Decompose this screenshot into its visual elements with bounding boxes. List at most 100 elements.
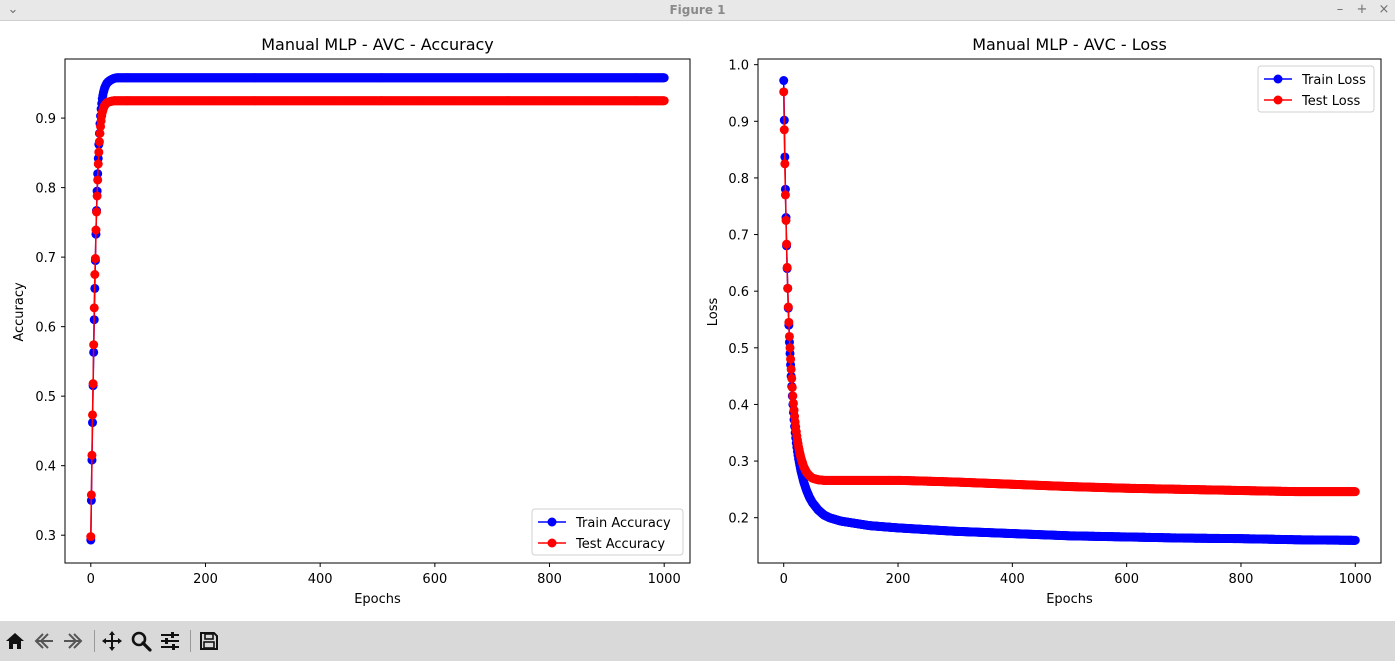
loss-data-point xyxy=(787,382,797,392)
loss-data-point xyxy=(788,391,798,401)
loss-y-tick-label: 0.3 xyxy=(728,455,749,470)
accuracy-data-point xyxy=(659,96,669,106)
home-icon xyxy=(6,633,24,649)
accuracy-legend-label: Train Accuracy xyxy=(575,516,671,531)
accuracy-y-tick-label: 0.9 xyxy=(35,112,56,127)
accuracy-chart: Manual MLP - AVC - Accuracy Epochs Accur… xyxy=(12,35,691,607)
save-icon xyxy=(200,632,218,650)
accuracy-data-point xyxy=(86,490,96,500)
loss-legend-marker xyxy=(1273,95,1283,105)
accuracy-data-point xyxy=(89,340,99,350)
loss-x-tick-label: 0 xyxy=(780,572,788,587)
loss-series-test xyxy=(779,87,1360,497)
window-title: Figure 1 xyxy=(669,3,726,17)
loss-data-point xyxy=(782,262,792,272)
loss-data-point xyxy=(780,190,790,200)
navigation-toolbar xyxy=(0,621,1395,661)
accuracy-y-tick-label: 0.5 xyxy=(35,390,56,405)
loss-data-point xyxy=(788,398,798,408)
loss-chart-title: Manual MLP - AVC - Loss xyxy=(972,35,1167,54)
accuracy-x-tick-label: 400 xyxy=(308,572,333,587)
loss-y-tick-label: 0.5 xyxy=(728,342,749,357)
accuracy-y-tick-label: 0.8 xyxy=(35,182,56,197)
accuracy-y-tick-label: 0.7 xyxy=(35,251,56,266)
close-icon[interactable]: × xyxy=(1378,2,1390,17)
loss-data-point xyxy=(784,331,794,341)
charts-svg: Manual MLP - AVC - Accuracy Epochs Accur… xyxy=(12,35,1382,607)
loss-data-point xyxy=(779,87,789,97)
loss-legend-marker xyxy=(1273,74,1283,84)
accuracy-y-tick-label: 0.6 xyxy=(35,321,56,336)
loss-y-tick-label: 0.7 xyxy=(728,229,749,244)
accuracy-data-point xyxy=(659,73,669,83)
minimize-icon[interactable]: – xyxy=(1336,2,1344,17)
loss-x-axis-label: Epochs xyxy=(1046,592,1093,607)
loss-series-line xyxy=(782,80,1356,542)
loss-x-tick-label: 400 xyxy=(1000,572,1025,587)
zoom-button[interactable] xyxy=(129,629,153,653)
zoom-icon xyxy=(131,631,152,652)
loss-x-tick-label: 200 xyxy=(886,572,911,587)
loss-data-point xyxy=(786,364,796,374)
loss-data-point xyxy=(783,283,793,293)
forward-button[interactable] xyxy=(61,629,85,653)
accuracy-series-line xyxy=(90,99,665,537)
maximize-icon[interactable]: + xyxy=(1356,2,1368,17)
pan-button[interactable] xyxy=(100,629,124,653)
accuracy-data-point xyxy=(87,450,97,460)
loss-legend-label: Train Loss xyxy=(1301,73,1366,88)
loss-y-tick-label: 0.9 xyxy=(728,115,749,130)
loss-data-point xyxy=(1350,487,1360,497)
accuracy-data-point xyxy=(89,303,99,313)
accuracy-chart-title: Manual MLP - AVC - Accuracy xyxy=(261,35,494,54)
accuracy-x-tick-label: 1000 xyxy=(648,572,681,587)
save-button[interactable] xyxy=(197,629,221,653)
loss-series-line xyxy=(782,91,1356,493)
figure-canvas[interactable]: Manual MLP - AVC - Accuracy Epochs Accur… xyxy=(0,21,1395,621)
configure-icon xyxy=(161,632,179,650)
accuracy-data-point xyxy=(93,175,103,185)
window-titlebar: ⌄ Figure 1 – + × xyxy=(0,0,1395,21)
accuracy-data-point xyxy=(92,191,102,201)
accuracy-data-point xyxy=(92,207,102,217)
loss-series-train xyxy=(779,76,1360,545)
accuracy-axes-frame xyxy=(64,58,691,564)
toolbar-separator xyxy=(190,630,191,652)
accuracy-x-tick-label: 200 xyxy=(193,572,218,587)
loss-data-point xyxy=(785,343,795,353)
back-button[interactable] xyxy=(32,629,56,653)
loss-data-point xyxy=(779,76,789,86)
accuracy-legend-label: Test Accuracy xyxy=(575,537,665,552)
loss-x-tick-label: 800 xyxy=(1229,572,1254,587)
loss-x-tick-label: 1000 xyxy=(1339,572,1372,587)
loss-data-point xyxy=(782,239,792,249)
accuracy-x-axis-label: Epochs xyxy=(354,592,401,607)
accuracy-legend-marker xyxy=(547,538,557,548)
loss-y-tick-label: 1.0 xyxy=(728,59,749,74)
home-button[interactable] xyxy=(3,629,27,653)
accuracy-legend-marker xyxy=(547,517,557,527)
loss-data-point xyxy=(781,215,791,225)
loss-y-axis-label: Loss xyxy=(706,298,721,327)
accuracy-x-tick-label: 0 xyxy=(87,572,95,587)
loss-data-point xyxy=(779,125,789,135)
loss-y-tick-label: 0.8 xyxy=(728,172,749,187)
loss-x-tick-label: 600 xyxy=(1114,572,1139,587)
toolbar-separator xyxy=(94,630,95,652)
accuracy-data-point xyxy=(94,147,104,157)
accuracy-data-point xyxy=(86,532,96,542)
accuracy-y-tick-label: 0.3 xyxy=(35,529,56,544)
accuracy-data-point xyxy=(90,254,100,264)
loss-data-point xyxy=(1350,535,1360,545)
accuracy-legend[interactable]: Train Accuracy Test Accuracy xyxy=(531,508,684,556)
loss-legend-label: Test Loss xyxy=(1301,94,1360,109)
loss-legend[interactable]: Train Loss Test Loss xyxy=(1257,65,1375,113)
accuracy-data-point xyxy=(93,159,103,169)
accuracy-legend-box xyxy=(531,508,684,556)
loss-data-point xyxy=(787,373,797,383)
configure-subplots-button[interactable] xyxy=(158,629,182,653)
loss-data-point xyxy=(783,302,793,312)
window-menu-chevron-icon[interactable]: ⌄ xyxy=(7,2,19,17)
accuracy-data-point xyxy=(91,225,101,235)
accuracy-data-point xyxy=(88,379,98,389)
